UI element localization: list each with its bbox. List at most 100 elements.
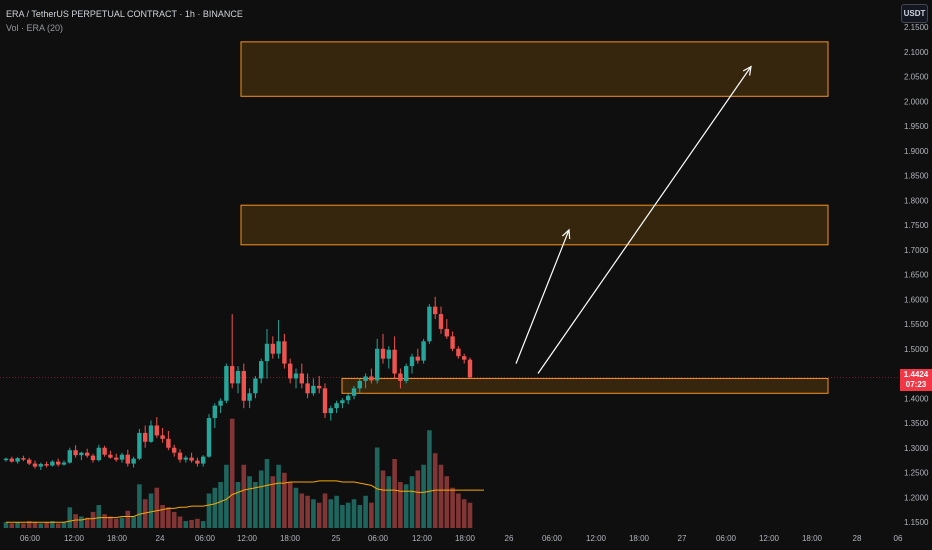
volume-bar xyxy=(415,470,421,528)
volume-bar xyxy=(322,493,328,528)
volume-bar xyxy=(461,499,467,528)
candle-body xyxy=(56,461,61,465)
candle-body xyxy=(96,447,101,461)
volume-bar xyxy=(403,484,409,528)
volume-bar xyxy=(299,493,305,528)
price-tick-label: 1.1500 xyxy=(904,518,929,527)
projection-arrow-1 xyxy=(515,229,570,364)
candle-body xyxy=(282,341,287,364)
price-tick-label: 2.1500 xyxy=(904,23,929,32)
volume-bar xyxy=(119,517,125,528)
currency-button[interactable]: USDT xyxy=(901,4,928,23)
candle-body xyxy=(27,459,32,464)
volume-bar xyxy=(386,476,392,528)
volume-bar xyxy=(357,505,363,528)
volume-indicator-label[interactable]: Vol · ERA (20) xyxy=(6,23,64,33)
volume-bar xyxy=(96,505,102,528)
volume-bar xyxy=(264,459,270,528)
time-tick-label: 06 xyxy=(894,534,903,543)
volume-bar xyxy=(212,487,218,528)
candle-body xyxy=(143,432,148,442)
time-tick-label: 06:00 xyxy=(368,534,389,543)
volume-bar xyxy=(345,502,351,528)
volume-bar xyxy=(195,518,200,528)
candle-body xyxy=(230,366,235,384)
projection-arrow-2 xyxy=(537,66,752,374)
volume-bar xyxy=(467,502,473,528)
time-axis xyxy=(0,528,932,550)
volume-bar xyxy=(90,511,96,528)
candle-body xyxy=(293,373,299,379)
candle-body xyxy=(398,373,403,381)
candle-body xyxy=(61,462,67,465)
volume-bar xyxy=(137,484,142,528)
candle-body xyxy=(415,356,420,361)
candle-body xyxy=(409,356,415,367)
volume-bar xyxy=(258,470,264,528)
candle-body xyxy=(79,452,84,456)
volume-bar xyxy=(166,507,171,528)
volume-bar xyxy=(241,464,247,528)
volume-bar xyxy=(351,499,357,528)
candle-body xyxy=(438,314,444,329)
candle-body xyxy=(346,395,351,401)
candle-body xyxy=(317,385,322,389)
volume-bar xyxy=(334,495,339,528)
time-tick-label: 18:00 xyxy=(629,534,650,543)
price-tick-label: 1.9000 xyxy=(904,147,929,156)
candle-body xyxy=(38,464,43,467)
candle-body xyxy=(195,460,200,464)
time-tick-label: 28 xyxy=(853,534,862,543)
volume-bar xyxy=(276,464,281,528)
candle-body xyxy=(351,388,357,396)
candle-body xyxy=(137,432,142,459)
volume-bar xyxy=(311,499,316,528)
volume-bar xyxy=(108,516,113,528)
candle-body xyxy=(340,400,345,404)
candle-body xyxy=(264,343,270,362)
price-axis xyxy=(900,0,932,550)
arrow-head xyxy=(742,65,752,76)
volume-bar xyxy=(450,487,455,528)
volume-bar xyxy=(44,522,49,528)
volume-bar xyxy=(9,523,15,528)
volume-bar xyxy=(340,505,345,528)
candle-body xyxy=(67,450,72,463)
volume-bar xyxy=(253,482,258,528)
arrow-head xyxy=(561,228,571,239)
volume-bar xyxy=(38,523,44,528)
candle-body xyxy=(189,457,194,461)
candle-body xyxy=(421,341,426,361)
candle-body xyxy=(369,376,374,381)
candle-body xyxy=(427,306,432,342)
candle-body xyxy=(3,458,9,461)
candle-body xyxy=(288,363,293,379)
time-tick-label: 25 xyxy=(332,534,341,543)
volume-bar xyxy=(21,523,26,528)
candle-body xyxy=(108,454,113,458)
time-tick-label: 06:00 xyxy=(20,534,41,543)
time-tick-label: 18:00 xyxy=(280,534,301,543)
candle-body xyxy=(90,455,96,461)
price-tick-label: 1.9500 xyxy=(904,122,929,131)
candle-body xyxy=(299,373,304,384)
volume-bar xyxy=(73,514,78,528)
candle-body xyxy=(154,425,159,436)
time-tick-label: 06:00 xyxy=(195,534,216,543)
volume-bar xyxy=(61,522,67,528)
price-tick-label: 1.5000 xyxy=(904,345,929,354)
price-tick-label: 1.7000 xyxy=(904,246,929,255)
candle-body xyxy=(456,348,461,357)
volume-bar xyxy=(142,499,148,528)
zone-box-1 xyxy=(240,41,829,97)
volume-bar xyxy=(79,516,84,528)
volume-bar xyxy=(206,493,212,528)
volume-bar xyxy=(131,516,136,528)
symbol-title[interactable]: ERA / TetherUS PERPETUAL CONTRACT · 1h ·… xyxy=(6,9,243,19)
volume-bar xyxy=(55,523,61,528)
price-tick-label: 2.0000 xyxy=(904,97,929,106)
last-price-value: 1.4424 xyxy=(903,370,929,379)
volume-bar xyxy=(380,470,386,528)
volume-bar xyxy=(15,522,20,528)
